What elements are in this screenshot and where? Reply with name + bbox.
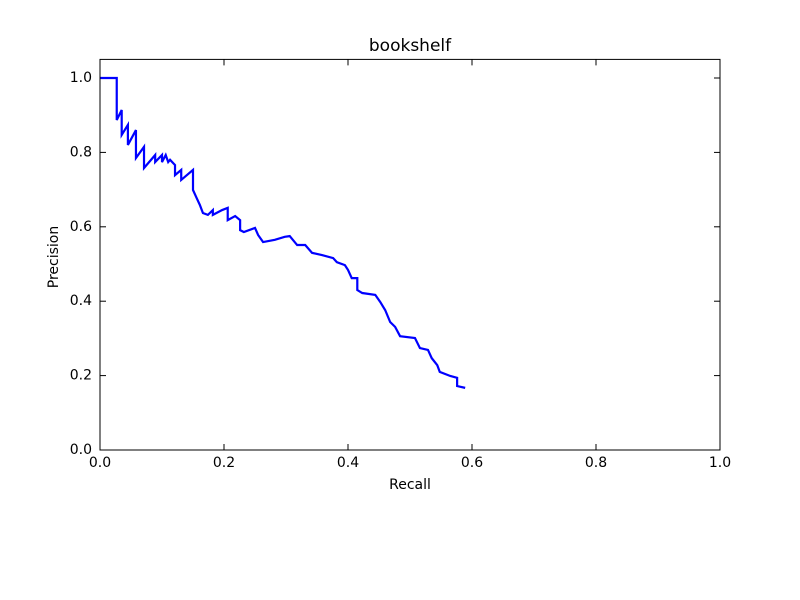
y-tick-label: 1.0 [70,70,92,86]
y-tick-label: 0.6 [70,219,92,235]
y-tick-label: 0.2 [70,368,92,384]
x-tick-label: 1.0 [709,455,731,471]
y-tick-label: 0.8 [70,144,92,160]
x-tick-label: 0.0 [89,455,111,471]
y-tick-label: 0.4 [70,293,92,309]
plot-frame [99,58,721,451]
x-tick-label: 0.4 [337,455,359,471]
chart-title: bookshelf [369,36,452,56]
pr-curve [100,76,466,389]
y-tick-label: 0.0 [70,442,92,458]
x-tick-label: 0.8 [585,455,607,471]
x-tick-label: 0.2 [213,455,235,471]
x-tick-label: 0.6 [461,455,483,471]
y-axis-label: Precision [46,226,62,288]
x-axis-label: Recall [389,477,431,493]
